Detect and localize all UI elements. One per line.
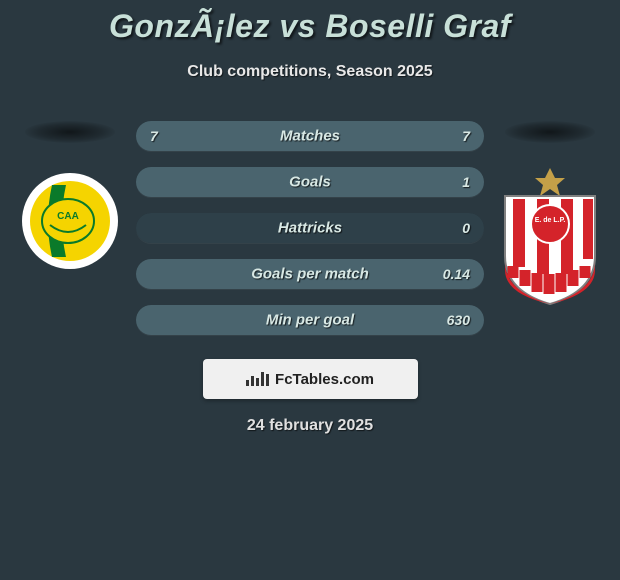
stat-label: Hattricks — [278, 220, 342, 237]
stats-column: Matches 7 7 Goals 1 Hattricks 0 Goals per match… — [130, 121, 490, 335]
right-team-logo: E. de L.P. — [495, 171, 605, 301]
svg-text:E. de L.P.: E. de L.P. — [535, 217, 566, 224]
icon-bar — [251, 376, 254, 386]
icon-bar — [246, 380, 249, 386]
icon-bar — [261, 372, 264, 386]
stat-value-left: 7 — [150, 128, 158, 144]
icon-bar — [266, 374, 269, 386]
right-team-column: E. de L.P. — [490, 121, 610, 301]
stat-label: Goals — [289, 174, 331, 191]
stat-row: Goals 1 — [136, 167, 484, 197]
left-team-logo: CAA — [20, 171, 120, 271]
subtitle: Club competitions, Season 2025 — [0, 63, 620, 81]
stat-value-right: 0.14 — [443, 266, 470, 282]
stat-label: Min per goal — [266, 312, 354, 329]
stat-value-right: 1 — [462, 174, 470, 190]
stat-value-right: 0 — [462, 220, 470, 236]
comparison-card: GonzÃ¡lez vs Boselli Graf Club competiti… — [0, 0, 620, 435]
stat-label: Goals per match — [251, 266, 369, 283]
stat-value-right: 630 — [447, 312, 470, 328]
footer-attribution[interactable]: FcTables.com — [203, 359, 418, 399]
stat-row: Hattricks 0 — [136, 213, 484, 243]
stat-label: Matches — [280, 128, 340, 145]
stat-row: Matches 7 7 — [136, 121, 484, 151]
aldosivi-logo-icon: CAA — [20, 171, 120, 271]
stat-row: Goals per match 0.14 — [136, 259, 484, 289]
icon-bar — [256, 378, 259, 386]
page-title: GonzÃ¡lez vs Boselli Graf — [0, 8, 620, 45]
svg-text:CAA: CAA — [57, 211, 79, 222]
footer-label: FcTables.com — [275, 371, 374, 388]
estudiantes-logo-icon: E. de L.P. — [495, 166, 605, 306]
shadow-ellipse — [505, 121, 595, 143]
date-label: 24 february 2025 — [0, 417, 620, 435]
stat-value-right: 7 — [462, 128, 470, 144]
left-team-column: CAA — [10, 121, 130, 271]
stat-row: Min per goal 630 — [136, 305, 484, 335]
chart-icon — [246, 372, 269, 386]
main-row: CAA Matches 7 7 Goals 1 Hattricks 0 Goals per m… — [0, 121, 620, 335]
shadow-ellipse — [25, 121, 115, 143]
